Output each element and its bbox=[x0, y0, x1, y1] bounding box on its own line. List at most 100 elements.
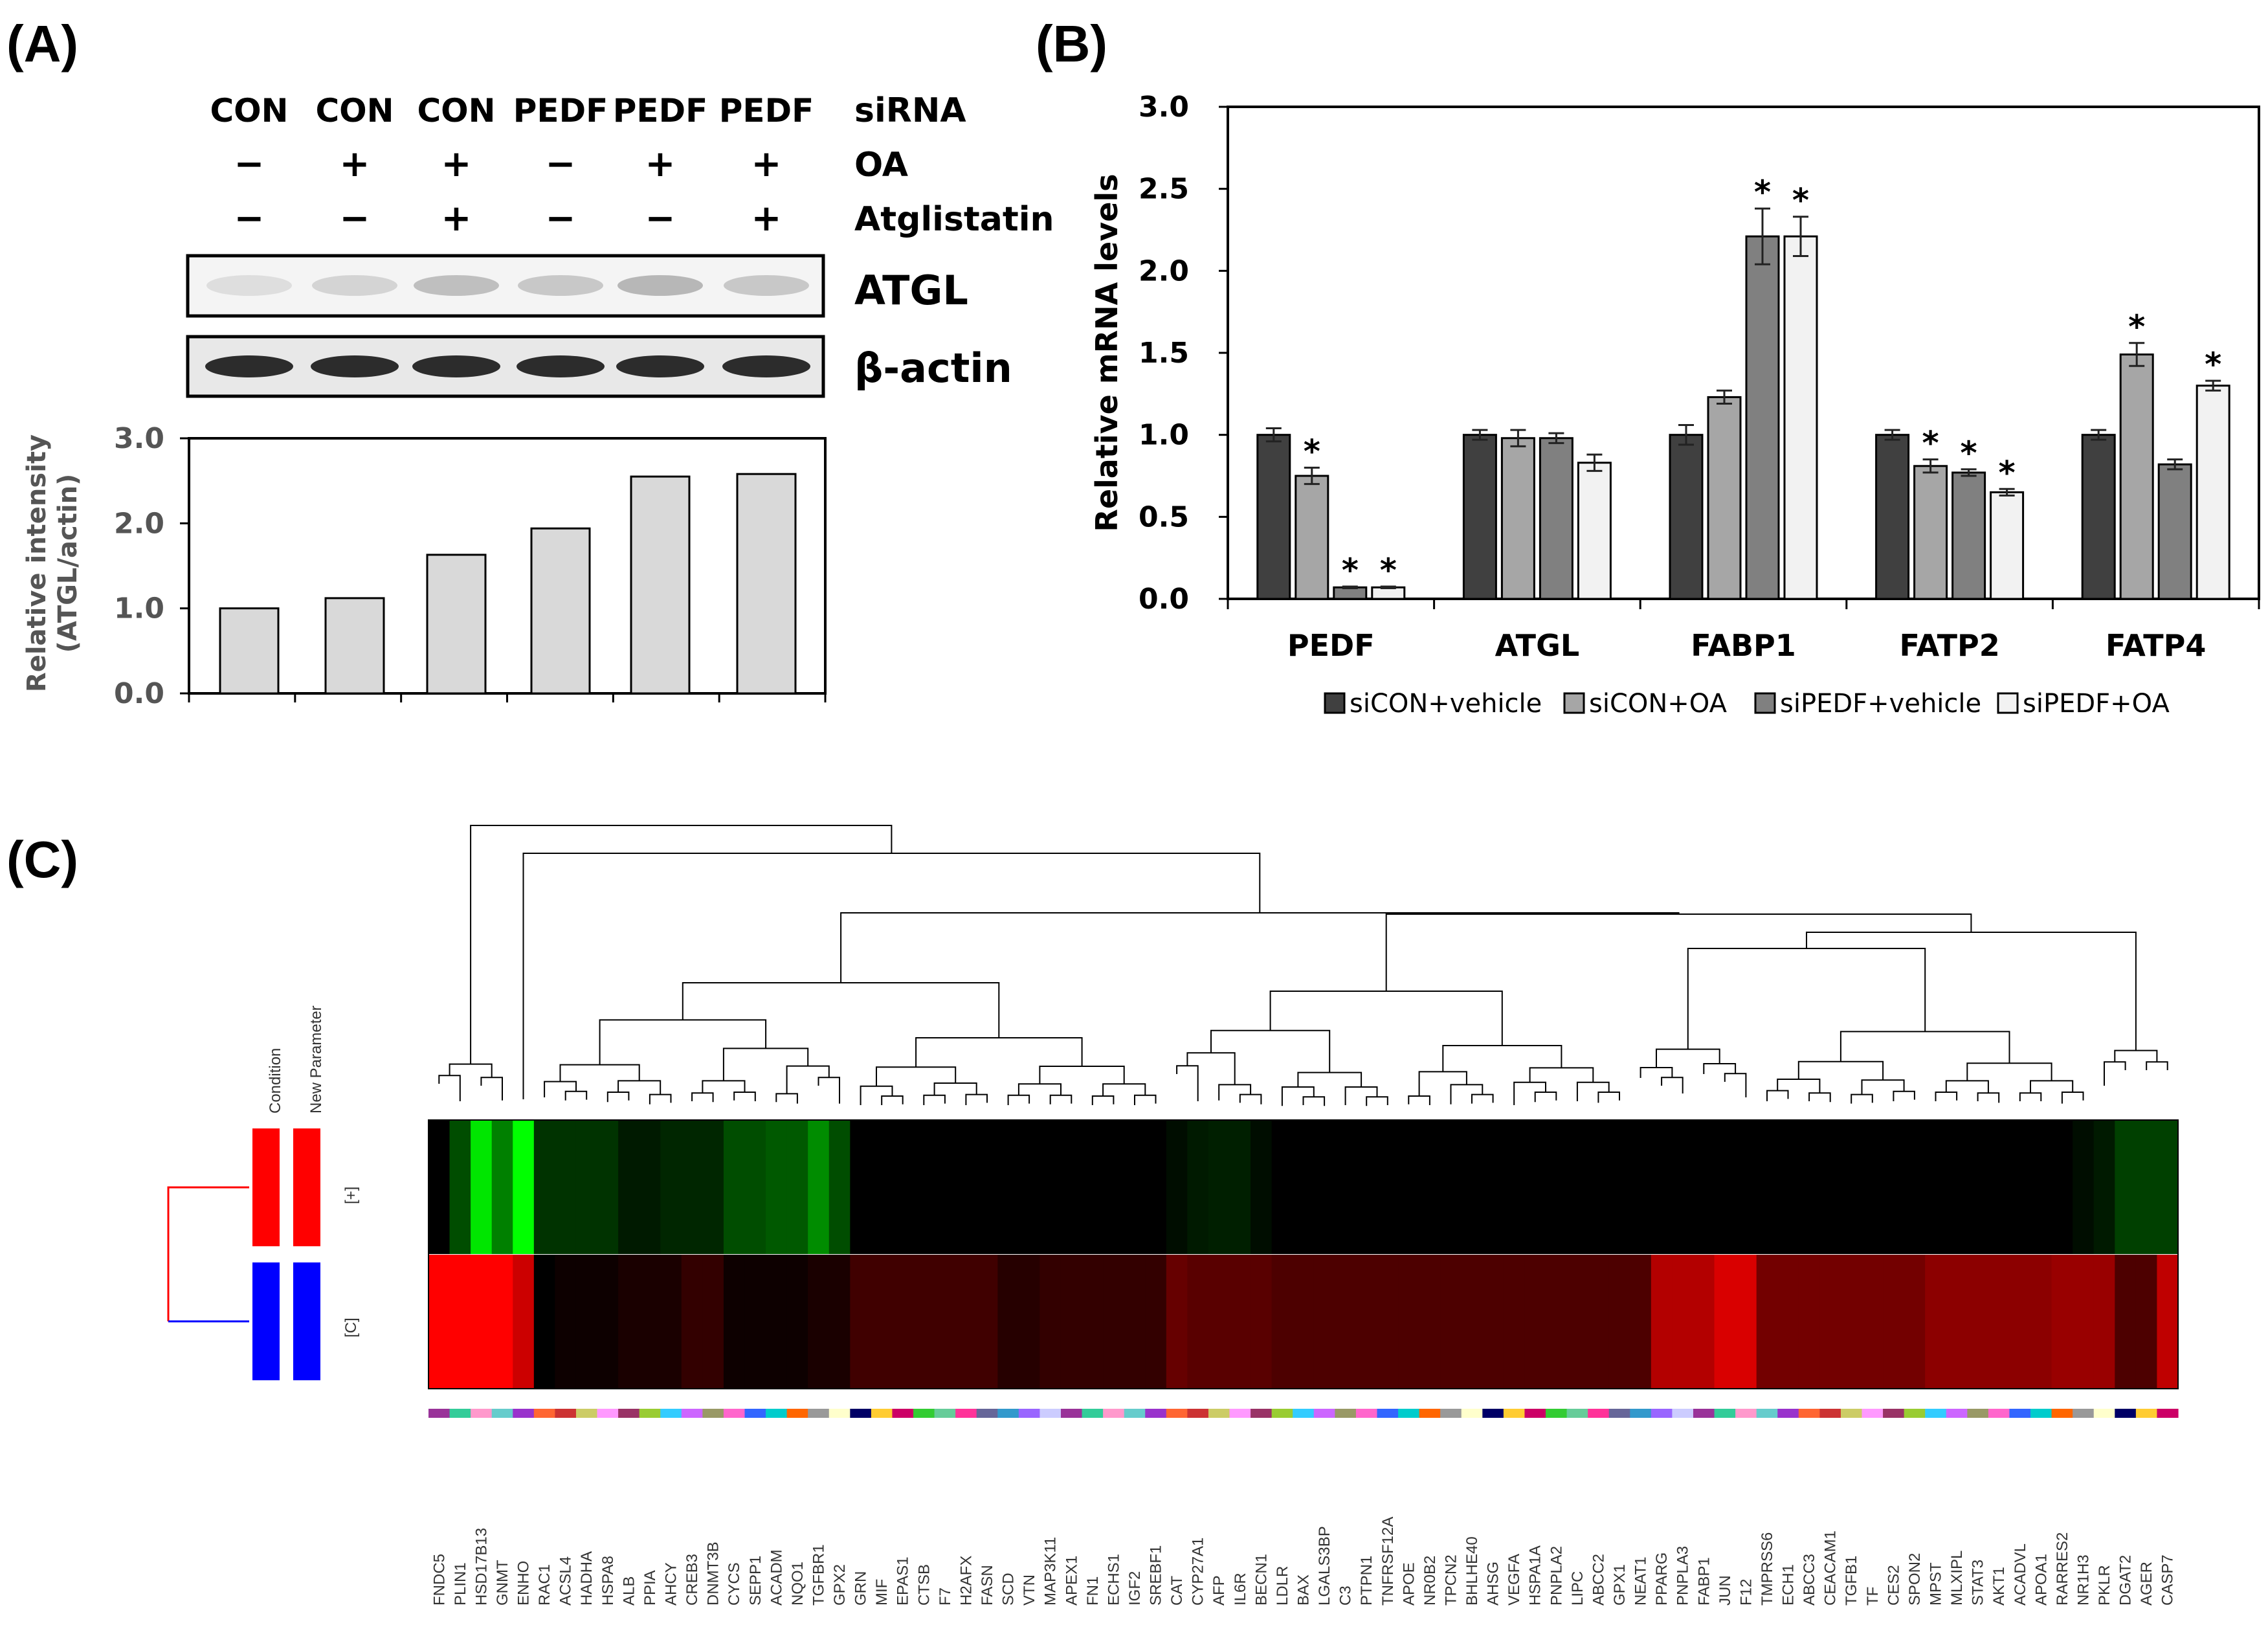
gene-color-bar-cell bbox=[1040, 1409, 1062, 1418]
gene-label: PLIN1 bbox=[452, 1562, 469, 1606]
column-dendrogram-branch bbox=[1344, 1086, 1378, 1105]
chart-b-legend-swatch bbox=[1997, 692, 2019, 714]
chart-b-significance-star: * bbox=[1999, 454, 2016, 491]
gene-label: STAT3 bbox=[1970, 1560, 1987, 1606]
heatmap-cell bbox=[976, 1255, 998, 1389]
heatmap-cell bbox=[1461, 1120, 1483, 1254]
chart-b-significance-star: * bbox=[2205, 346, 2221, 383]
column-dendrogram-branch bbox=[1302, 1096, 1326, 1106]
column-dendrogram-branch bbox=[1210, 1029, 1331, 1073]
condition-sign: + bbox=[645, 143, 676, 185]
column-dendrogram-branch bbox=[933, 1082, 977, 1095]
gene-label: ACSL4 bbox=[557, 1556, 575, 1606]
gene-label: BAX bbox=[1295, 1575, 1313, 1606]
gene-label: ACADM bbox=[768, 1549, 785, 1606]
column-dendrogram-branch bbox=[1408, 1095, 1430, 1105]
heatmap-cell bbox=[1335, 1255, 1357, 1389]
heatmap-cell bbox=[1398, 1255, 1420, 1389]
heatmap-cell bbox=[449, 1255, 471, 1389]
chart-b-significance-star: * bbox=[1792, 182, 1809, 219]
gene-label: DGAT2 bbox=[2117, 1555, 2135, 1606]
gene-color-bar-cell bbox=[786, 1409, 808, 1418]
gene-color-bar-cell bbox=[871, 1409, 893, 1418]
heatmap-cell bbox=[955, 1120, 977, 1254]
column-dendrogram-branch bbox=[1766, 1090, 1789, 1101]
gene-color-bar-cell bbox=[1251, 1409, 1273, 1418]
column-dendrogram-branch bbox=[1091, 1095, 1115, 1105]
chart-a-bar bbox=[736, 473, 797, 695]
heatmap-cell bbox=[1103, 1120, 1125, 1254]
gene-color-bar-cell bbox=[1524, 1409, 1546, 1418]
heatmap-cell bbox=[808, 1255, 830, 1389]
gene-label: SEPP1 bbox=[747, 1556, 764, 1606]
chart-b-bar bbox=[1783, 235, 1818, 600]
atgl-band bbox=[312, 275, 397, 296]
chart-a-bar bbox=[630, 475, 691, 695]
heatmap-cell bbox=[1313, 1255, 1335, 1389]
gene-label: AFP bbox=[1210, 1575, 1228, 1606]
atgl-blot-frame bbox=[186, 254, 825, 318]
chart-b-significance-star: * bbox=[1754, 174, 1771, 211]
gene-color-bar-cell bbox=[1293, 1409, 1315, 1418]
column-dendrogram-branch bbox=[599, 1019, 767, 1065]
column-dendrogram-branch bbox=[1102, 1083, 1146, 1096]
parameter-bar-c bbox=[293, 1262, 320, 1380]
heatmap-cell bbox=[934, 1255, 956, 1389]
gene-label: MAP3K11 bbox=[1042, 1537, 1060, 1606]
chart-b-ytick-label: 2.5 bbox=[1139, 173, 1189, 206]
heatmap-cell bbox=[1566, 1255, 1588, 1389]
heatmap-cell bbox=[1651, 1120, 1673, 1254]
heatmap-cell bbox=[1187, 1120, 1209, 1254]
column-dendrogram-branch bbox=[1007, 1094, 1030, 1105]
gene-label: CYCS bbox=[726, 1562, 743, 1606]
heatmap-cell bbox=[2115, 1120, 2137, 1254]
column-dendrogram-branch bbox=[1218, 1084, 1252, 1101]
column-dendrogram-branch bbox=[1945, 1080, 1989, 1093]
gene-label: HSPA8 bbox=[599, 1556, 617, 1606]
heatmap-cell bbox=[850, 1255, 872, 1389]
heatmap-cell bbox=[702, 1255, 724, 1389]
gene-label: CASP7 bbox=[2159, 1554, 2177, 1606]
chart-b-bar bbox=[1462, 434, 1497, 600]
annotation-label-condition: Condition bbox=[267, 1048, 284, 1114]
condition-sign: − bbox=[340, 197, 370, 240]
atgl-band-label: ATGL bbox=[854, 267, 968, 314]
atgl-band bbox=[724, 275, 809, 296]
chart-a-ytick-label: 1.0 bbox=[114, 592, 164, 625]
condition-sign: − bbox=[546, 197, 576, 240]
column-dendrogram-branch bbox=[840, 912, 1680, 983]
condition-label: OA bbox=[854, 146, 908, 185]
actin-band bbox=[412, 355, 500, 377]
heatmap-cell bbox=[1040, 1255, 1062, 1389]
gene-color-bar-cell bbox=[1503, 1409, 1526, 1418]
column-dendrogram-branch bbox=[559, 1064, 640, 1082]
column-dendrogram-branch bbox=[2030, 1080, 2074, 1093]
gene-color-bar-cell bbox=[1124, 1409, 1146, 1418]
chart-b-bar bbox=[1577, 462, 1612, 600]
heatmap-cell bbox=[1651, 1255, 1673, 1389]
chart-b-legend-label: siCON+OA bbox=[1589, 689, 1728, 719]
heatmap-cell bbox=[1166, 1255, 1188, 1389]
heatmap-cell bbox=[1862, 1120, 1884, 1254]
heatmap-cell bbox=[533, 1255, 555, 1389]
gene-label: NR1H3 bbox=[2075, 1554, 2093, 1606]
heatmap-cell bbox=[1082, 1120, 1104, 1254]
gene-color-bar-cell bbox=[1651, 1409, 1673, 1418]
row-label-plus: [+] bbox=[342, 1187, 360, 1204]
gene-color-bar-cell bbox=[471, 1409, 493, 1418]
column-dendrogram-branch bbox=[1935, 1092, 1958, 1101]
column-dendrogram-branch bbox=[682, 982, 1000, 1038]
row-label-c: [C] bbox=[342, 1317, 360, 1338]
heatmap-cell bbox=[1798, 1120, 1820, 1254]
gene-label: H2AFX bbox=[957, 1556, 975, 1606]
gene-label: TPCN2 bbox=[1443, 1554, 1460, 1606]
heatmap-cell bbox=[723, 1255, 746, 1389]
chart-b-ylabel: Relative mRNA levels bbox=[1089, 174, 1124, 532]
heatmap-cell bbox=[766, 1120, 788, 1254]
gene-label: ACADVL bbox=[2012, 1543, 2029, 1606]
chart-b-category-label: FATP4 bbox=[2106, 628, 2206, 663]
heatmap-cell bbox=[1040, 1120, 1062, 1254]
gene-color-bar-cell bbox=[1840, 1409, 1863, 1418]
heatmap-cell bbox=[850, 1120, 872, 1254]
gene-color-bar-cell bbox=[766, 1409, 788, 1418]
